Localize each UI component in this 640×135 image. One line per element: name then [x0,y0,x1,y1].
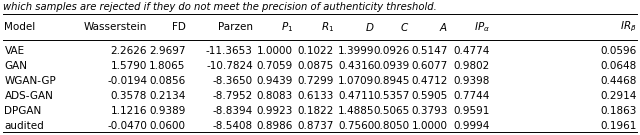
Text: 0.7059: 0.7059 [257,61,293,71]
Text: 0.5147: 0.5147 [412,46,448,56]
Text: $A$: $A$ [439,21,448,33]
Text: 1.1216: 1.1216 [111,106,147,116]
Text: 0.1863: 0.1863 [600,106,637,116]
Text: 0.7299: 0.7299 [298,76,334,86]
Text: $IR_{\beta}$: $IR_{\beta}$ [620,20,637,34]
Text: 0.0596: 0.0596 [600,46,637,56]
Text: 0.6077: 0.6077 [412,61,448,71]
Text: 0.4711: 0.4711 [338,91,374,101]
Text: -0.0194: -0.0194 [108,76,147,86]
Text: $IP_{\alpha}$: $IP_{\alpha}$ [474,20,490,34]
Text: 0.9398: 0.9398 [453,76,490,86]
Text: 0.1022: 0.1022 [298,46,334,56]
Text: 0.9591: 0.9591 [453,106,490,116]
Text: 0.4712: 0.4712 [412,76,448,86]
Text: WGAN-GP: WGAN-GP [4,76,56,86]
Text: 0.9802: 0.9802 [453,61,490,71]
Text: VAE: VAE [4,46,24,56]
Text: 0.8050: 0.8050 [374,121,410,131]
Text: -8.7952: -8.7952 [212,91,253,101]
Text: Wasserstein: Wasserstein [84,22,147,32]
Text: 0.8986: 0.8986 [257,121,293,131]
Text: 0.0856: 0.0856 [149,76,186,86]
Text: -10.7824: -10.7824 [206,61,253,71]
Text: 1.0709: 1.0709 [338,76,374,86]
Text: 1.4885: 1.4885 [338,106,374,116]
Text: -0.0470: -0.0470 [108,121,147,131]
Text: audited: audited [4,121,44,131]
Text: Model: Model [4,22,36,32]
Text: $D$: $D$ [365,21,374,33]
Text: $P_1$: $P_1$ [281,20,293,34]
Text: 0.0600: 0.0600 [150,121,186,131]
Text: 0.0939: 0.0939 [373,61,410,71]
Text: 0.9923: 0.9923 [257,106,293,116]
Text: 0.7560: 0.7560 [338,121,374,131]
Text: 1.8065: 1.8065 [149,61,186,71]
Text: 0.1961: 0.1961 [600,121,637,131]
Text: 0.9439: 0.9439 [257,76,293,86]
Text: $R_1$: $R_1$ [321,20,334,34]
Text: 0.0648: 0.0648 [600,61,637,71]
Text: 2.2626: 2.2626 [111,46,147,56]
Text: 1.0000: 1.0000 [412,121,448,131]
Text: 0.3793: 0.3793 [412,106,448,116]
Text: 2.9697: 2.9697 [149,46,186,56]
Text: 0.4774: 0.4774 [453,46,490,56]
Text: 1.3999: 1.3999 [338,46,374,56]
Text: 0.9994: 0.9994 [453,121,490,131]
Text: -8.8394: -8.8394 [212,106,253,116]
Text: which samples are rejected if they do not meet the precision of authenticity thr: which samples are rejected if they do no… [3,2,437,12]
Text: 0.3578: 0.3578 [111,91,147,101]
Text: DPGAN: DPGAN [4,106,42,116]
Text: 0.5065: 0.5065 [373,106,410,116]
Text: 0.0875: 0.0875 [298,61,334,71]
Text: -8.5408: -8.5408 [212,121,253,131]
Text: 0.8737: 0.8737 [298,121,334,131]
Text: 0.2134: 0.2134 [149,91,186,101]
Text: 0.5357: 0.5357 [373,91,410,101]
Text: ADS-GAN: ADS-GAN [4,91,53,101]
Text: GAN: GAN [4,61,28,71]
Text: 0.2914: 0.2914 [600,91,637,101]
Text: FD: FD [172,22,186,32]
Text: 0.9389: 0.9389 [149,106,186,116]
Text: 1.0000: 1.0000 [257,46,293,56]
Text: Parzen: Parzen [218,22,253,32]
Text: 0.6133: 0.6133 [298,91,334,101]
Text: 0.5905: 0.5905 [412,91,448,101]
Text: -8.3650: -8.3650 [212,76,253,86]
Text: -11.3653: -11.3653 [206,46,253,56]
Text: 0.8083: 0.8083 [257,91,293,101]
Text: 1.5790: 1.5790 [111,61,147,71]
Text: 0.4316: 0.4316 [338,61,374,71]
Text: 0.7744: 0.7744 [453,91,490,101]
Text: 0.8945: 0.8945 [373,76,410,86]
Text: 0.1822: 0.1822 [298,106,334,116]
Text: 0.0926: 0.0926 [373,46,410,56]
Text: $C$: $C$ [401,21,410,33]
Text: 0.4468: 0.4468 [600,76,637,86]
